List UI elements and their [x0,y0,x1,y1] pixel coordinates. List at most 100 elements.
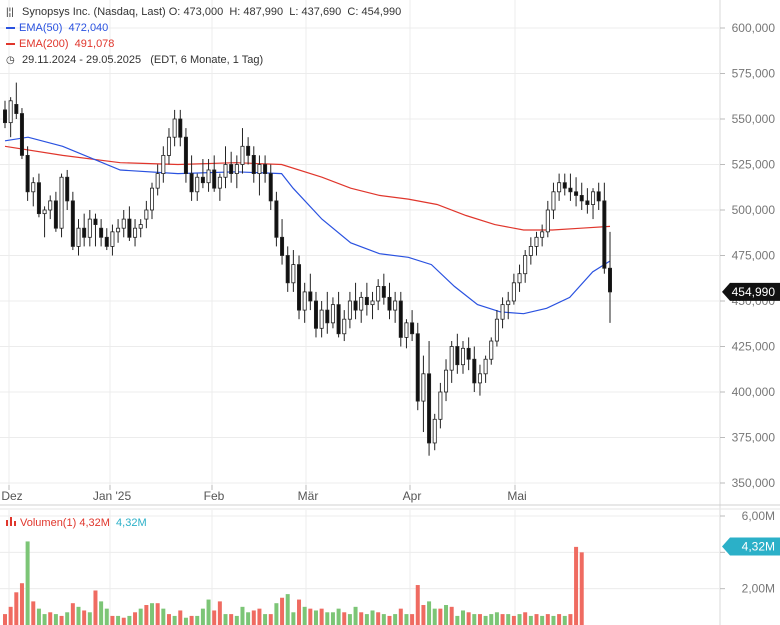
volume-bar [144,605,149,625]
volume-tick-label: 6,00M [742,509,775,523]
volume-bar [404,614,409,625]
candle [127,206,132,241]
candle-body [8,100,13,124]
volume-bar [178,610,183,625]
volume-bar [3,614,7,625]
candle [415,322,420,411]
candle [82,213,87,247]
candle [444,359,449,402]
volume-bar [195,615,200,625]
candle [534,231,539,256]
volume-bar [53,614,58,625]
volume-bar [364,614,369,625]
volume-tick-label: 2,00M [742,582,775,596]
volume-bar [116,615,121,625]
candle [189,155,194,201]
ema200-legend[interactable]: EMA(200) 491,078 [6,36,114,52]
volume-legend: Volumen(1) 4,32M 4,32M [6,515,147,531]
ema50-legend[interactable]: EMA(50) 472,040 [6,20,108,36]
candle-body [206,169,211,184]
time-tick-label: Apr [403,489,422,503]
candle-body [517,273,522,284]
candle [591,188,596,220]
candle-body [353,300,358,311]
candle-body [280,236,285,256]
volume-bar [99,601,104,625]
candle-body [460,347,465,366]
volume-bar [297,599,302,625]
candle-body [42,209,47,215]
candle [528,237,533,265]
volume-bar [257,608,262,625]
candle [421,355,426,433]
candle [511,273,516,305]
volume-bar [336,608,341,625]
candle [472,346,477,392]
candle-body [65,176,70,202]
candle-body [297,264,302,311]
candle-body [99,227,104,238]
candle [76,219,81,256]
candle [477,364,482,396]
candle [410,310,415,342]
candle [234,155,239,189]
volume-bar [557,614,562,625]
candle-body [534,236,539,247]
candle [455,333,460,374]
candle [229,151,234,183]
candle-body [82,227,87,238]
candle-body [189,173,194,193]
candle [376,279,381,311]
candle-body [585,200,590,205]
candle [59,173,64,238]
volume-bar [466,612,471,625]
price-tick-label: 550,000 [732,112,776,126]
ema200-value: 491,078 [74,38,115,50]
candle-body [172,118,177,138]
volume-bar [523,612,528,625]
candle [99,219,104,247]
volume-bar [330,612,335,625]
candle [297,255,302,320]
volume-bar [274,603,279,625]
candle-body [432,418,437,444]
candle [14,82,19,119]
candle [608,231,613,323]
date-range: ◷ 29.11.2024 - 29.05.2025 (EDT, 6 Monate,… [6,52,263,69]
volume-bar [172,615,177,625]
price-tick-label: 400,000 [732,385,776,399]
candle-body [229,164,234,174]
volume-bar [217,601,222,625]
candle-body [240,145,245,165]
candle-body [449,346,454,371]
price-tick-label: 575,000 [732,67,776,81]
candle [387,282,392,320]
candle-body [59,176,64,229]
volume-bar [319,608,324,625]
candle [574,177,579,207]
candle [585,188,590,214]
candle [150,182,155,220]
candle [353,282,358,320]
volume-bar [36,608,41,625]
price-tick-label: 500,000 [732,203,776,217]
candle-body [455,346,460,366]
candle [251,146,256,183]
candle [506,291,511,320]
candle-body [257,164,262,174]
candle [393,291,398,323]
time-tick-label: Feb [204,489,225,503]
volume-bar [8,606,13,625]
candle [523,250,528,283]
volume-bar [325,612,330,625]
candle [87,210,92,247]
volume-bar [65,612,70,625]
candle-body [195,176,200,193]
ema50-value: 472,040 [68,22,109,34]
candle-body [393,300,398,311]
candle [460,341,465,374]
candle-body [568,187,573,193]
volume-bar [285,594,290,625]
candle [206,159,211,192]
